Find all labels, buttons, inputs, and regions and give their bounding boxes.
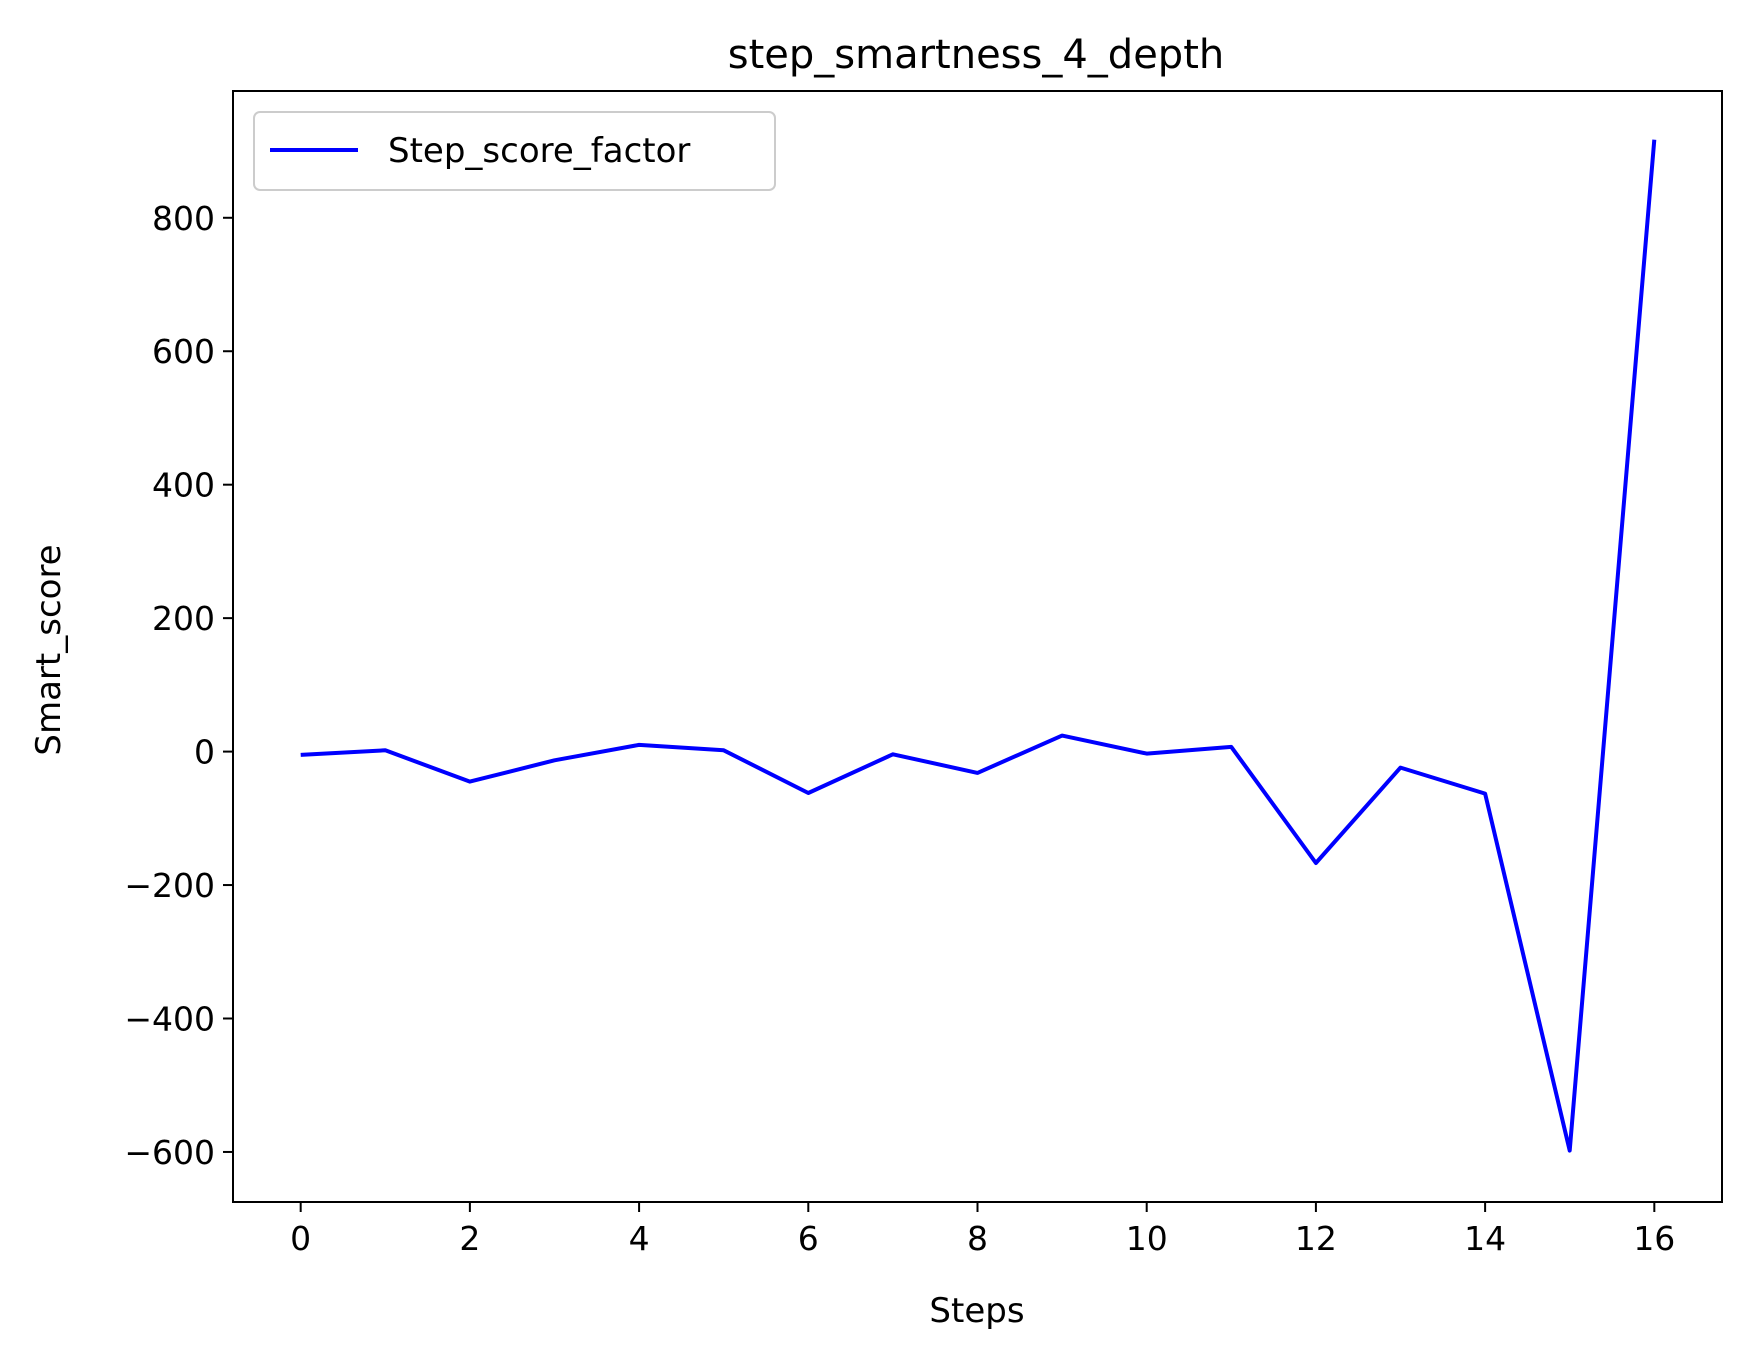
y-tick-label: −200 [124,866,215,905]
x-axis: 0 2 4 6 8 10 12 14 16 [290,1202,1675,1258]
x-tick-label: 0 [290,1219,311,1258]
x-tick-label: 2 [459,1219,480,1258]
legend: Step_score_factor [253,111,776,191]
x-tick-label: 16 [1633,1219,1675,1258]
legend-box [253,111,776,191]
y-tick-label: 200 [152,599,215,638]
legend-label-step-score-factor: Step_score_factor [388,131,690,171]
y-tick-label: 400 [152,466,215,505]
y-axis-label: Smart_score [29,544,69,755]
y-tick-label: 0 [194,733,215,772]
chart-title: step_smartness_4_depth [728,32,1224,78]
y-tick-label: −600 [124,1133,215,1172]
y-axis: −600 −400 −200 0 200 400 600 800 [124,199,233,1172]
series-line-step-score-factor [300,139,1657,1153]
y-tick-label: 600 [152,332,215,371]
x-tick-label: 14 [1464,1219,1506,1258]
x-tick-label: 12 [1295,1219,1337,1258]
y-tick-label: 800 [152,199,215,238]
x-tick-label: 10 [1126,1219,1168,1258]
y-tick-label: −400 [124,1000,215,1039]
x-axis-label: Steps [929,1291,1024,1331]
x-tick-label: 8 [967,1219,988,1258]
x-tick-label: 6 [798,1219,819,1258]
x-tick-label: 4 [629,1219,650,1258]
